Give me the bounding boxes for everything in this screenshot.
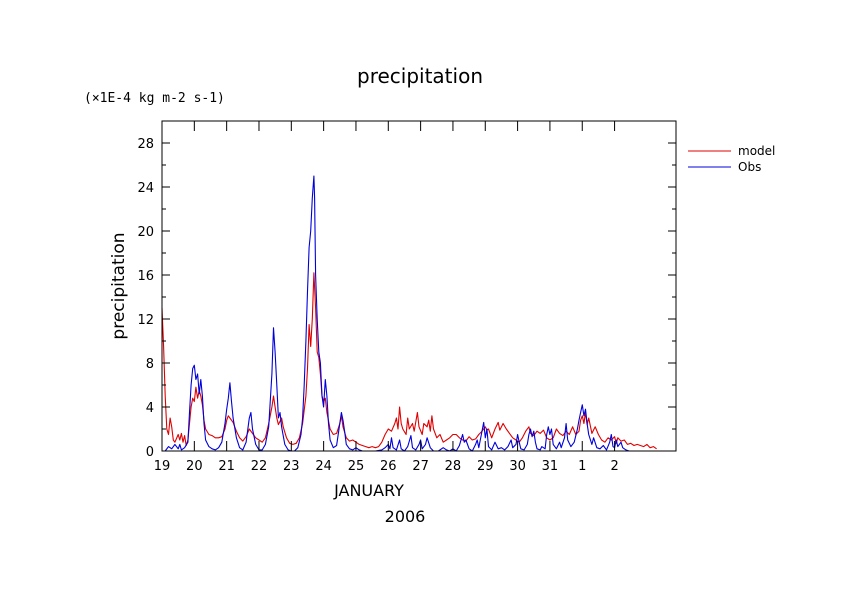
legend-label-obs: Obs bbox=[738, 160, 761, 174]
x-tick-label: 2 bbox=[610, 459, 618, 474]
series-line-obs bbox=[162, 175, 634, 452]
y-tick-label: 0 bbox=[146, 445, 154, 460]
x-tick-label: 19 bbox=[154, 459, 171, 474]
legend-label-model: model bbox=[738, 144, 775, 158]
y-axis-label: precipitation bbox=[109, 232, 129, 339]
chart-title: precipitation bbox=[357, 64, 483, 88]
x-tick-label: 22 bbox=[251, 459, 268, 474]
x-tick-label: 21 bbox=[218, 459, 235, 474]
x-axis-label: JANUARY bbox=[333, 481, 404, 500]
x-tick-label: 27 bbox=[412, 459, 429, 474]
x-tick-label: 28 bbox=[445, 459, 462, 474]
year-label: 2006 bbox=[385, 507, 426, 526]
x-tick-label: 23 bbox=[283, 459, 300, 474]
x-tick-label: 26 bbox=[380, 459, 397, 474]
y-tick-label: 28 bbox=[137, 137, 154, 152]
series-line-model bbox=[161, 272, 657, 450]
y-tick-label: 4 bbox=[146, 401, 154, 416]
x-tick-label: 1 bbox=[578, 459, 586, 474]
y-tick-label: 12 bbox=[137, 313, 154, 328]
x-tick-label: 30 bbox=[509, 459, 526, 474]
y-tick-label: 20 bbox=[137, 225, 154, 240]
y-tick-label: 24 bbox=[137, 181, 154, 196]
x-tick-label: 24 bbox=[315, 459, 332, 474]
legend: model Obs bbox=[688, 144, 775, 174]
y-tick-label: 8 bbox=[146, 357, 154, 372]
x-tick-label: 20 bbox=[186, 459, 203, 474]
x-tick-label: 31 bbox=[542, 459, 559, 474]
plot-frame bbox=[161, 120, 677, 452]
x-tick-label: 25 bbox=[348, 459, 365, 474]
plot-area bbox=[161, 175, 657, 452]
x-tick-label: 29 bbox=[477, 459, 494, 474]
units-label: (×1E-4 kg m-2 s-1) bbox=[84, 91, 225, 106]
y-tick-label: 16 bbox=[137, 269, 154, 284]
